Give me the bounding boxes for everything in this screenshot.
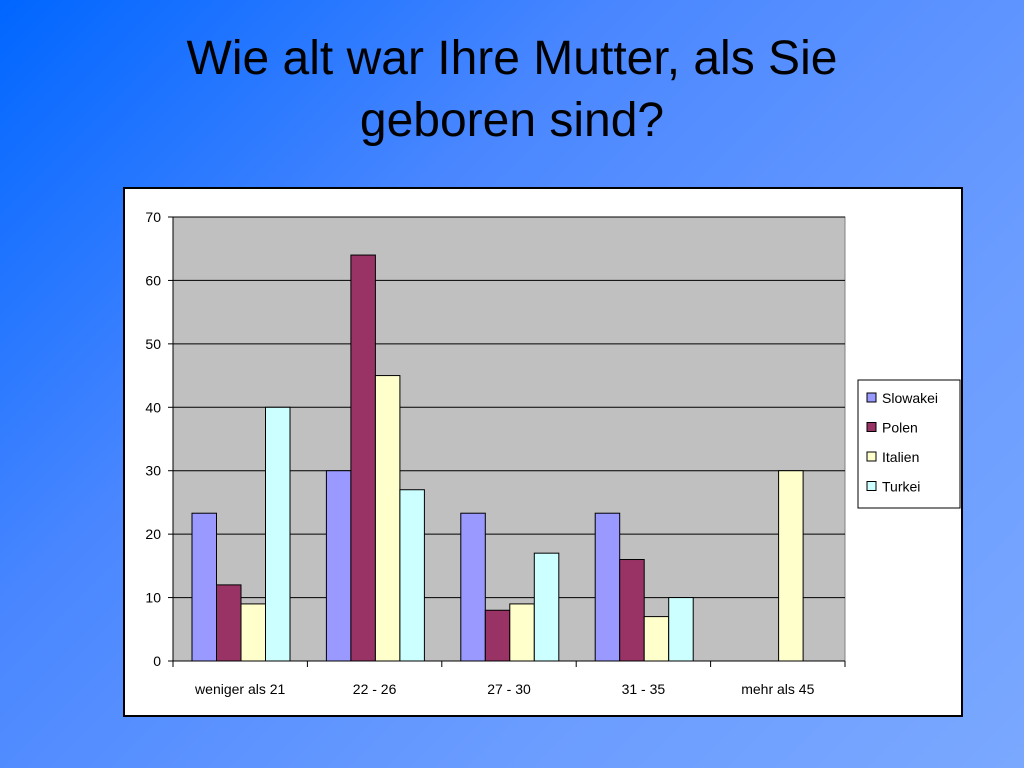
bar-polen xyxy=(216,584,242,662)
y-tick-label: 60 xyxy=(145,272,161,288)
slide-title: Wie alt war Ihre Mutter, als Sie geboren… xyxy=(0,28,1024,152)
bar-chart: 0 10 20 30 40 50 60 70 weniger als 21 22 - 26 27 -… xyxy=(145,209,961,697)
bar-italien xyxy=(643,616,670,662)
bar-slowakei xyxy=(191,512,217,662)
bar-slowakei xyxy=(325,470,352,662)
slide-title-line-2: geboren sind? xyxy=(359,94,665,147)
bar-polen xyxy=(619,559,645,662)
y-tick-label: 30 xyxy=(145,463,161,479)
bar-polen xyxy=(350,254,376,662)
y-tick-label: 40 xyxy=(145,399,161,415)
x-tick-label: 22 - 26 xyxy=(353,681,397,697)
bar-italien xyxy=(240,603,266,662)
bar-turkei xyxy=(668,597,694,662)
bar-turkei xyxy=(265,406,291,662)
bar-polen xyxy=(484,609,511,662)
y-tick-label: 0 xyxy=(153,653,161,669)
y-tick-label: 20 xyxy=(145,526,161,542)
legend-swatch-italien xyxy=(866,451,877,462)
bar-italien xyxy=(778,470,804,662)
bar-slowakei xyxy=(594,512,621,662)
legend-label-italien: Italien xyxy=(882,449,919,465)
y-tick-label: 10 xyxy=(145,590,161,606)
legend-label-slowakei: Slowakei xyxy=(882,390,938,406)
bar-italien xyxy=(374,375,401,662)
legend-swatch-polen xyxy=(866,422,877,432)
legend-swatch-slowakei xyxy=(866,392,877,403)
x-tick-label: 27 - 30 xyxy=(487,681,531,697)
legend-label-turkei: Turkei xyxy=(882,479,920,495)
bar-italien xyxy=(509,603,535,662)
legend-label-polen: Polen xyxy=(882,420,918,436)
legend-swatch-turkei xyxy=(866,481,877,491)
bar-slowakei xyxy=(460,512,486,662)
y-tick-label: 70 xyxy=(145,209,161,225)
x-tick-label: 31 - 35 xyxy=(622,681,666,697)
y-tick-label: 50 xyxy=(145,336,161,352)
chart-frame: 0 10 20 30 40 50 60 70 weniger als 21 22 - 26 27 -… xyxy=(123,187,963,717)
slide-title-line-1: Wie alt war Ihre Mutter, als Sie xyxy=(186,32,838,85)
x-tick-label: weniger als 21 xyxy=(194,681,285,697)
bar-turkei xyxy=(399,489,425,662)
bar-turkei xyxy=(533,552,560,662)
x-tick-label: mehr als 45 xyxy=(741,681,814,697)
